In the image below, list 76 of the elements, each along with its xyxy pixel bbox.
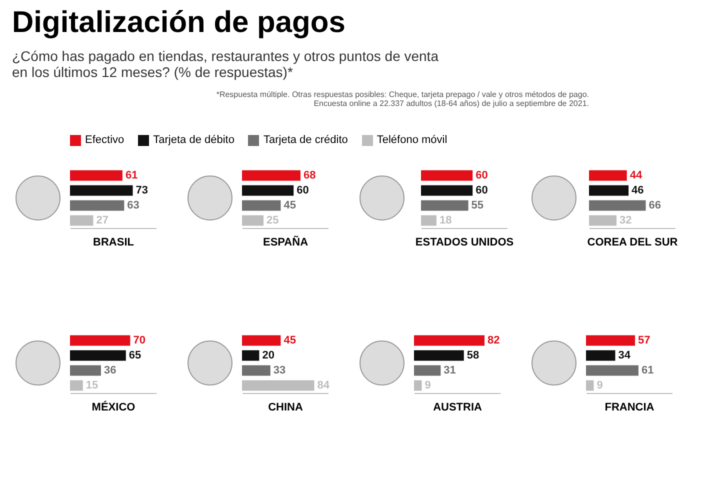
text: Digitalización de pagos [12,6,346,40]
bar [586,380,594,391]
x-axis-title: CHINA [268,402,303,414]
data-label: 31 [444,364,456,376]
text: *Respuesta múltiple. Otras respuestas posibles: Cheque, tarjeta prepago / vale y otros métodos de pago. [216,90,589,99]
x-axis-title: ESTADOS UNIDOS [415,236,514,248]
text: ¿Cómo has pagado en tiendas, restaurantes y otros puntos de venta en los últimos 12 meses? (% de respuestas)* [12,48,440,80]
x-axis-title: COREA DEL SUR [587,236,678,248]
data-label: 36 [104,364,116,376]
data-label: 60 [476,170,488,182]
bar [414,350,464,361]
bar [70,215,94,226]
bar [242,170,300,181]
data-label: 61 [125,170,138,182]
data-label: 32 [620,214,632,226]
bar [589,170,627,181]
bar [414,380,422,391]
bar [414,335,485,346]
bar [242,335,281,346]
data-label: 73 [136,184,148,196]
bar [242,200,281,211]
data-label: 57 [638,334,650,346]
category-label: Efectivo [85,134,124,146]
bar [70,170,122,181]
bar [242,185,294,196]
data-label: 9 [424,380,431,392]
bar [70,200,124,211]
x-axis-title: BRASIL [93,236,134,248]
data-label: 34 [618,350,632,362]
data-label: 70 [133,334,146,346]
bar [70,380,83,391]
data-label: 45 [284,200,296,212]
bar [242,215,264,226]
data-label: 84 [317,380,330,392]
data-label: 60 [476,184,488,196]
data-label: 18 [439,214,452,226]
bar [70,335,130,346]
data-label: 20 [262,350,274,362]
bar [242,380,314,391]
data-label: 45 [284,334,296,346]
bar [70,350,126,361]
x-axis-title: AUSTRIA [433,402,482,414]
bar [589,215,617,226]
data-label: 44 [630,170,643,182]
category-label: Tarjeta de crédito [263,134,348,146]
bar [586,335,636,346]
data-label: 66 [648,200,662,212]
data-label: 63 [127,200,140,212]
bar [586,350,616,361]
data-label: 65 [128,350,142,362]
text: Encuesta online a 22.337 adultos (18-64 años) de julio a septiembre de 2021. [312,99,589,108]
category-label: Tarjeta de débito [153,134,234,146]
data-label: 15 [86,380,98,392]
data-label: 25 [266,214,279,226]
data-label: 82 [488,334,500,346]
x-axis-title: MÉXICO [92,400,136,414]
bar [414,365,441,376]
bar [242,350,260,361]
data-label: 27 [96,214,108,226]
data-label: 55 [471,200,484,212]
bar [242,365,270,376]
data-label: 60 [296,184,309,196]
data-label: 46 [632,184,644,196]
bar [70,185,133,196]
category-label: Teléfono móvil [376,134,448,146]
x-axis-title: ESPAÑA [262,236,308,248]
bar [70,365,101,376]
data-label: 68 [303,170,316,182]
data-label: 58 [466,350,480,362]
data-label: 61 [641,364,654,376]
data-label: 33 [273,364,286,376]
bar [589,200,646,211]
data-label: 9 [596,380,603,392]
bar [589,185,629,196]
x-axis-title: FRANCIA [604,402,654,414]
bar [586,365,638,376]
